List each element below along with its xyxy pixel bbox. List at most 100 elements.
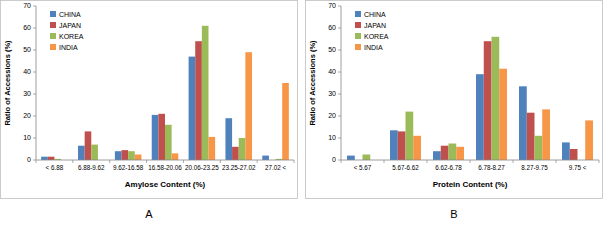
legend: CHINA JAPAN KOREA INDIA: [50, 11, 84, 51]
legend-swatch: [355, 44, 361, 50]
y-tick-label: 70: [328, 2, 336, 9]
bar: [535, 136, 543, 160]
x-tick-label: 6.62-6.78: [435, 164, 462, 171]
bar: [128, 151, 135, 160]
y-tick-label: 60: [23, 24, 31, 31]
bar: [282, 83, 289, 160]
bar: [499, 69, 507, 160]
bar: [449, 144, 457, 161]
x-tick: [146, 160, 147, 163]
panel-frame: [1, 1, 298, 199]
y-tick: [33, 94, 36, 95]
x-axis: [36, 160, 294, 161]
bar: [225, 118, 232, 160]
bar: [202, 26, 209, 160]
y-tick-label: 0: [332, 156, 336, 163]
legend-swatch: [50, 11, 56, 17]
x-axis-label: Amylose Content (%): [125, 180, 206, 189]
legend-label: KOREA: [364, 33, 389, 40]
bar: [115, 151, 122, 160]
bar: [347, 156, 355, 160]
y-tick: [338, 72, 341, 73]
bar: [542, 109, 550, 160]
x-tick: [183, 160, 184, 163]
x-tick-label: 6.88-9.62: [78, 164, 105, 171]
bar: [433, 151, 441, 160]
bar: [398, 131, 406, 160]
legend-label: INDIA: [59, 44, 78, 51]
y-tick: [338, 6, 341, 7]
x-tick-label: 23.25-27.02: [222, 164, 256, 171]
x-tick: [36, 160, 37, 163]
y-tick: [33, 72, 36, 73]
legend: CHINAJAPANKOREAINDIA: [355, 11, 389, 51]
x-tick: [294, 160, 295, 163]
panel: 010203040506070Ratio of Accessions (%)< …: [306, 1, 603, 221]
y-axis-label: Ratio of Accessions (%): [3, 40, 12, 126]
legend-swatch: [50, 22, 56, 28]
y-tick: [33, 6, 36, 7]
legend-swatch: [355, 22, 361, 28]
panel: 010203040506070Ratio of Accessions (%)< …: [1, 1, 298, 221]
bar: [245, 52, 252, 160]
legend-label: JAPAN: [59, 22, 81, 29]
y-tick-label: 40: [23, 68, 31, 75]
panel-title: A: [145, 208, 153, 220]
bars: [347, 37, 593, 160]
x-tick: [220, 160, 221, 163]
y-axis: [36, 6, 37, 160]
panel-title: B: [450, 208, 457, 220]
y-tick-label: 50: [23, 46, 31, 53]
x-tick: [470, 160, 471, 163]
y-tick-label: 10: [23, 134, 31, 141]
legend-swatch: [355, 33, 361, 39]
bar: [232, 147, 239, 160]
y-axis-label: Ratio of Accessions (%): [308, 40, 317, 126]
bar: [152, 115, 159, 160]
bar: [562, 142, 570, 160]
x-tick: [109, 160, 110, 163]
bar: [363, 155, 371, 161]
y-tick: [338, 116, 341, 117]
bar: [158, 114, 165, 160]
y-tick: [33, 28, 36, 29]
y-tick: [338, 138, 341, 139]
x-tick: [341, 160, 342, 163]
y-tick-label: 30: [23, 90, 31, 97]
x-tick: [427, 160, 428, 163]
y-tick-label: 20: [328, 112, 336, 119]
x-tick-label: 27.02 <: [265, 164, 287, 171]
bar: [48, 157, 55, 160]
x-tick-label: 16.58-20.06: [148, 164, 182, 171]
y-tick-label: 20: [23, 112, 31, 119]
y-axis: [341, 6, 342, 160]
y-tick-label: 50: [328, 46, 336, 53]
x-tick: [257, 160, 258, 163]
y-tick: [338, 160, 341, 161]
x-tick: [384, 160, 385, 163]
legend-swatch: [355, 11, 361, 17]
y-tick-label: 0: [27, 156, 31, 163]
x-tick-label: 6.78-8.27: [478, 164, 505, 171]
bar: [91, 145, 98, 160]
bar: [456, 147, 464, 160]
legend-label: CHINA: [59, 11, 81, 18]
y-tick-label: 30: [328, 90, 336, 97]
x-tick-label: 9.75 <: [569, 164, 587, 171]
bar: [41, 157, 48, 160]
x-tick-label: 20.06-23.25: [185, 164, 219, 171]
bar: [122, 150, 129, 160]
x-axis-label: Protein Content (%): [433, 180, 508, 189]
legend-label: JAPAN: [364, 22, 386, 29]
bar: [406, 112, 414, 160]
x-tick: [556, 160, 557, 163]
x-tick-label: 9.62-16.58: [113, 164, 144, 171]
bar: [484, 41, 492, 160]
bar: [239, 138, 246, 160]
bar: [441, 146, 449, 160]
y-tick-label: 70: [23, 2, 31, 9]
bars: [41, 26, 289, 160]
legend-label: KOREA: [59, 33, 84, 40]
bar: [165, 125, 172, 160]
y-tick: [33, 160, 36, 161]
